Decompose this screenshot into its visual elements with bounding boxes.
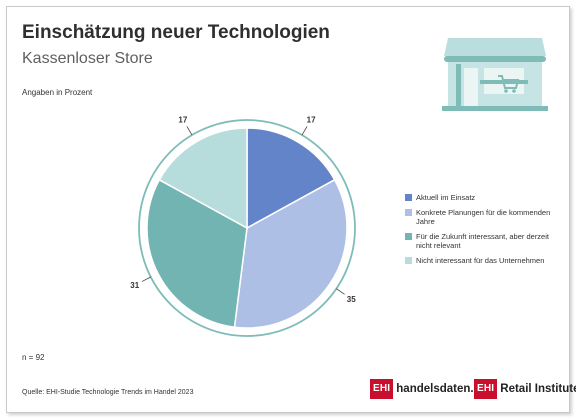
- pie-slice-zukunft: [146, 178, 248, 329]
- data-label-nicht: 17: [178, 116, 187, 125]
- unit-note: Angaben in Prozent: [22, 88, 93, 97]
- pie-slice-nicht: [158, 127, 248, 230]
- data-label-konkret: 35: [347, 295, 356, 304]
- legend-label-zukunft: Für die Zukunft interessant, aber derzei…: [416, 232, 549, 250]
- retail-logo-text: Retail Institute: [500, 383, 576, 395]
- chart-subtitle: Kassenloser Store: [22, 50, 153, 67]
- pie-slice-aktuell: [246, 127, 336, 230]
- handelsdaten-logo-box: EHI: [370, 379, 394, 399]
- legend-swatch-nicht: [405, 257, 412, 264]
- chart-title: Einschätzung neuer Technologien: [22, 22, 330, 43]
- legend-swatch-zukunft: [405, 233, 412, 240]
- chart-legend: Aktuell im Einsatz Konkrete Planungen fü…: [405, 193, 555, 271]
- pie-slice-konkret: [233, 178, 348, 329]
- legend-swatch-aktuell: [405, 194, 412, 201]
- legend-item-aktuell: Aktuell im Einsatz: [405, 193, 555, 202]
- ehi-retail-logo: EHI Retail Institute ®: [474, 378, 576, 400]
- leader-line-aktuell: [301, 126, 308, 136]
- leader-line-konkret: [336, 288, 345, 295]
- legend-label-aktuell: Aktuell im Einsatz: [416, 193, 476, 202]
- leader-line-nicht: [186, 126, 193, 136]
- handelsdaten-logo-text: handelsdaten.de: [396, 383, 488, 395]
- legend-swatch-konkret: [405, 209, 412, 216]
- cashierless-store-cart-icon: [442, 38, 548, 111]
- legend-item-nicht: Nicht interessant für das Unternehmen: [405, 256, 555, 265]
- legend-label-nicht: Nicht interessant für das Unternehmen: [416, 256, 545, 265]
- legend-item-zukunft: Für die Zukunft interessant, aber derzei…: [405, 232, 555, 250]
- source-note: Quelle: EHI-Studie Technologie Trends im…: [22, 389, 194, 396]
- pie-outer-ring: [138, 119, 356, 337]
- data-label-aktuell: 17: [307, 116, 316, 125]
- data-label-zukunft: 31: [130, 281, 139, 290]
- sample-size: n = 92: [22, 353, 45, 362]
- legend-label-konkret: Konkrete Planungen für die kommenden Jah…: [416, 208, 551, 226]
- retail-logo-box: EHI: [474, 379, 498, 399]
- leader-line-zukunft: [141, 276, 151, 282]
- legend-item-konkret: Konkrete Planungen für die kommenden Jah…: [405, 208, 555, 226]
- handelsdaten-logo: EHI handelsdaten.de: [370, 378, 487, 400]
